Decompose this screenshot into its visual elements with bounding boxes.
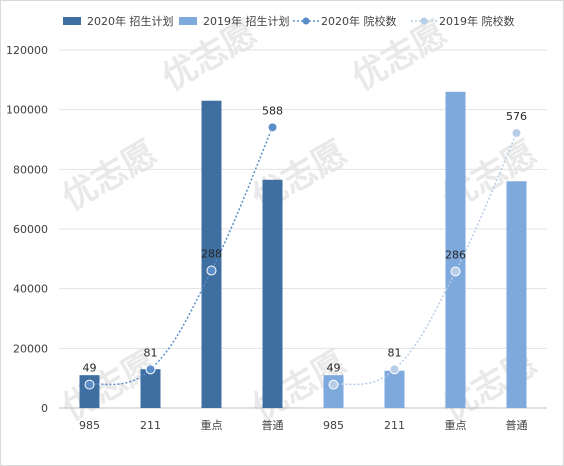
legend-swatch bbox=[179, 17, 197, 25]
series-line bbox=[333, 132, 518, 386]
y-tick-label: 120000 bbox=[6, 44, 48, 57]
legend-item: 2020年 招生计划 bbox=[63, 14, 174, 28]
x-tick-label: 211 bbox=[140, 419, 161, 432]
data-label: 576 bbox=[506, 110, 527, 123]
line-point bbox=[511, 128, 522, 139]
x-tick-label: 211 bbox=[384, 419, 405, 432]
line-point bbox=[389, 364, 400, 375]
y-axis: 0 20000 40000 60000 80000 100000 120000 bbox=[6, 44, 48, 415]
legend-label: 2019年 招生计划 bbox=[203, 14, 290, 28]
data-label: 49 bbox=[327, 362, 341, 375]
line-point bbox=[267, 122, 278, 133]
line-layer bbox=[84, 122, 522, 390]
legend-marker bbox=[302, 17, 310, 25]
x-axis: 985 211 重点 普通 985 211 重点 普通 bbox=[79, 418, 528, 432]
legend: 2020年 招生计划 2019年 招生计划 2020年 院校数 2019年 院校数 bbox=[63, 14, 515, 28]
line-point bbox=[450, 266, 461, 277]
y-tick-label: 60000 bbox=[13, 223, 48, 236]
watermark-text: 优志愿 bbox=[246, 133, 354, 219]
y-tick-label: 100000 bbox=[6, 104, 48, 117]
x-tick-label: 985 bbox=[79, 419, 100, 432]
line-point bbox=[328, 379, 339, 390]
bar bbox=[506, 181, 527, 408]
data-label: 288 bbox=[201, 248, 222, 261]
y-tick-label: 80000 bbox=[13, 163, 48, 176]
x-tick-label: 重点 bbox=[201, 418, 223, 432]
bar bbox=[384, 370, 405, 408]
data-label: 81 bbox=[144, 346, 158, 359]
legend-swatch bbox=[63, 17, 81, 25]
y-tick-label: 20000 bbox=[13, 342, 48, 355]
bar-layer bbox=[79, 91, 527, 409]
watermark-text: 优志愿 bbox=[56, 133, 164, 219]
legend-item: 2020年 院校数 bbox=[293, 14, 397, 28]
line-point bbox=[84, 379, 95, 390]
legend-marker bbox=[420, 17, 428, 25]
x-tick-label: 985 bbox=[323, 419, 344, 432]
bar bbox=[445, 91, 466, 409]
line-point bbox=[206, 265, 217, 276]
legend-label: 2020年 院校数 bbox=[321, 14, 397, 28]
y-tick-label: 0 bbox=[41, 402, 48, 415]
data-label-layer: 49 81 288 588 49 81 286 576 bbox=[83, 104, 528, 374]
legend-item: 2019年 招生计划 bbox=[179, 14, 290, 28]
data-label: 588 bbox=[262, 104, 283, 117]
data-label: 286 bbox=[445, 248, 466, 261]
legend-label: 2019年 院校数 bbox=[439, 14, 515, 28]
data-label: 49 bbox=[83, 362, 97, 375]
data-label: 81 bbox=[388, 346, 402, 359]
line-point bbox=[145, 364, 156, 375]
x-tick-label: 重点 bbox=[445, 418, 467, 432]
legend-label: 2020年 招生计划 bbox=[87, 14, 174, 28]
bar bbox=[201, 100, 222, 408]
x-tick-label: 普通 bbox=[506, 418, 528, 432]
gridlines bbox=[59, 49, 547, 409]
y-tick-label: 40000 bbox=[13, 283, 48, 296]
bar bbox=[140, 369, 161, 408]
bar bbox=[262, 179, 283, 408]
series-line bbox=[89, 127, 274, 386]
legend-item: 2019年 院校数 bbox=[411, 14, 515, 28]
x-tick-label: 普通 bbox=[262, 418, 284, 432]
